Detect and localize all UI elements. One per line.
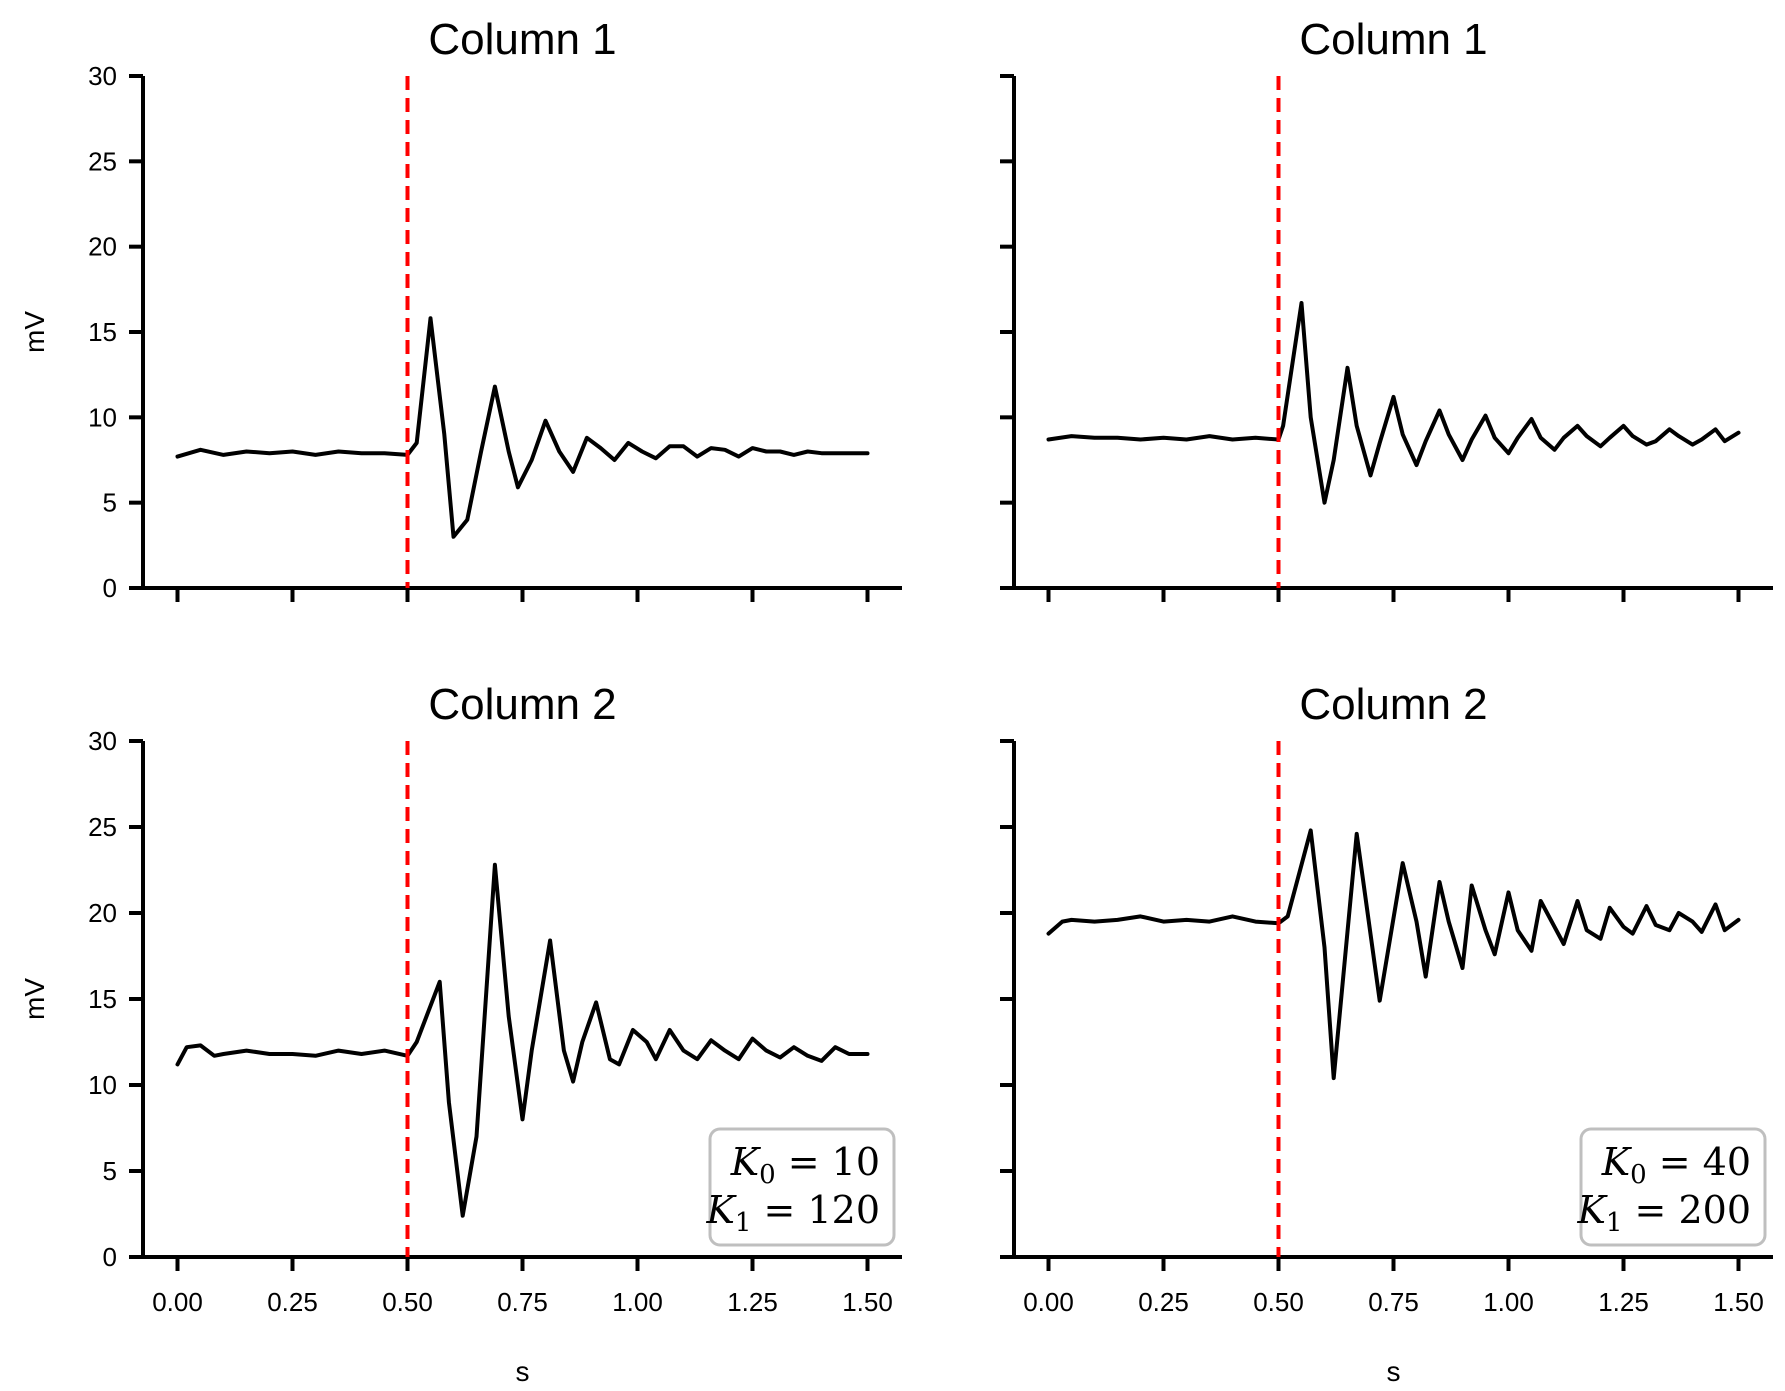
x-tick-label: 1.25 bbox=[727, 1287, 778, 1317]
x-tick-label: 0.00 bbox=[1023, 1287, 1074, 1317]
x-tick-label: 0.75 bbox=[1368, 1287, 1419, 1317]
y-tick-label: 0 bbox=[103, 573, 117, 603]
series-line bbox=[175, 862, 870, 1218]
x-tick-label: 1.00 bbox=[1483, 1287, 1534, 1317]
x-tick-label: 0.25 bbox=[267, 1287, 318, 1317]
x-tick-label: 0.25 bbox=[1138, 1287, 1189, 1317]
y-tick-label: 0 bbox=[103, 1242, 117, 1272]
panel-title: Column 2 bbox=[428, 680, 616, 729]
panel-title: Column 2 bbox=[1299, 680, 1487, 729]
y-tick-label: 20 bbox=[88, 898, 117, 928]
series-line bbox=[1046, 301, 1741, 505]
x-tick-label: 1.00 bbox=[612, 1287, 663, 1317]
legend-entry: K1 = 120 bbox=[706, 1188, 880, 1238]
legend-box bbox=[1579, 1127, 1767, 1247]
x-tick-label: 1.50 bbox=[1713, 1287, 1764, 1317]
y-axis-label: mV bbox=[19, 978, 50, 1020]
y-tick-label: 20 bbox=[88, 232, 117, 262]
y-tick-label: 30 bbox=[88, 61, 117, 91]
y-tick-label: 30 bbox=[88, 726, 117, 756]
legend-box bbox=[708, 1127, 896, 1247]
x-tick-label: 0.50 bbox=[382, 1287, 433, 1317]
series-line bbox=[1046, 828, 1741, 1081]
panel-title: Column 1 bbox=[428, 15, 616, 64]
x-tick-label: 0.75 bbox=[497, 1287, 548, 1317]
legend-entry: K0 = 10 bbox=[730, 1140, 880, 1190]
panel-title: Column 1 bbox=[1299, 15, 1487, 64]
chart-panel-1: 0 5 10 15 20 25 30 Column 1 mV bbox=[19, 15, 902, 603]
y-tick-label: 25 bbox=[88, 812, 117, 842]
x-axis-label: s bbox=[1387, 1356, 1401, 1387]
y-tick-label: 10 bbox=[88, 1070, 117, 1100]
y-axis-label: mV bbox=[19, 311, 50, 353]
y-tick-label: 5 bbox=[103, 488, 117, 518]
chart-panel-3: 0 5 10 15 20 25 30 0.00 0.25 0.50 0.75 1.00 1.25 1.50… bbox=[19, 680, 902, 1387]
x-tick-label: 0.00 bbox=[152, 1287, 203, 1317]
chart-panel-2: Column 1 bbox=[1000, 15, 1773, 602]
x-tick-label: 1.50 bbox=[842, 1287, 893, 1317]
series-line bbox=[175, 316, 870, 539]
legend-entry: K0 = 40 bbox=[1601, 1140, 1751, 1190]
y-tick-label: 15 bbox=[88, 984, 117, 1014]
y-tick-label: 15 bbox=[88, 317, 117, 347]
y-tick-label: 5 bbox=[103, 1156, 117, 1186]
legend-entry: K1 = 200 bbox=[1577, 1188, 1751, 1238]
y-tick-label: 10 bbox=[88, 402, 117, 432]
chart-panel-4: 0.00 0.25 0.50 0.75 1.00 1.25 1.50 Column 2 s K0 … bbox=[1000, 680, 1773, 1387]
x-axis-label: s bbox=[516, 1356, 530, 1387]
y-tick-label: 25 bbox=[88, 146, 117, 176]
x-tick-label: 1.25 bbox=[1598, 1287, 1649, 1317]
x-tick-label: 0.50 bbox=[1253, 1287, 1304, 1317]
